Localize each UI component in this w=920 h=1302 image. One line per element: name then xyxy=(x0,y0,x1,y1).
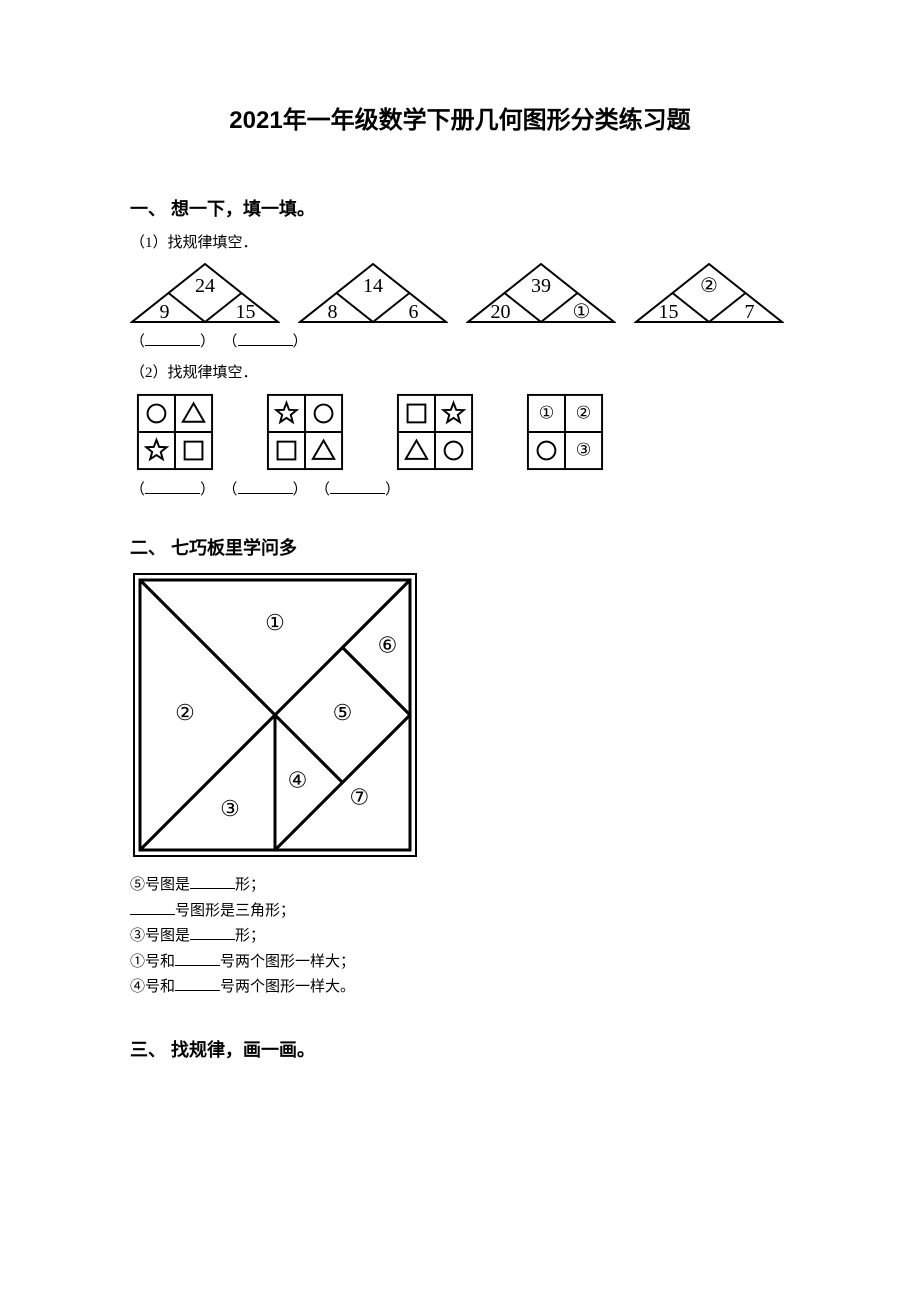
grid-fig-4: ① ② ③ xyxy=(520,392,610,472)
page-title: 2021年一年级数学下册几何图形分类练习题 xyxy=(130,100,790,135)
grid-fig-2 xyxy=(260,392,350,472)
triangle-fig-1: 24 9 15 xyxy=(130,262,280,324)
tangram-figure: ① ② ③ ④ ⑤ ⑥ ⑦ xyxy=(130,570,790,865)
grid-fig-3 xyxy=(390,392,480,472)
tangram-q2: 号图形是三角形； xyxy=(130,899,790,925)
q2-blanks: （） （） （） xyxy=(130,478,790,499)
q1-label: （1）找规律填空． xyxy=(130,231,790,252)
svg-text:6: 6 xyxy=(409,301,419,323)
svg-text:③: ③ xyxy=(576,440,592,460)
section-1-head: 一、 想一下，填一填。 xyxy=(130,195,790,221)
svg-text:15: 15 xyxy=(236,301,256,323)
grid-fig-1 xyxy=(130,392,220,472)
section-2-head: 二、 七巧板里学问多 xyxy=(130,534,790,560)
svg-text:④: ④ xyxy=(288,768,308,793)
svg-text:8: 8 xyxy=(328,301,338,323)
q1-blanks: （） （） xyxy=(130,330,790,351)
svg-text:⑦: ⑦ xyxy=(350,784,370,809)
svg-text:9: 9 xyxy=(160,301,170,323)
svg-text:39: 39 xyxy=(531,275,551,297)
triangle-fig-3: 39 20 ① xyxy=(466,262,616,324)
svg-text:②: ② xyxy=(175,700,195,725)
svg-text:20: 20 xyxy=(491,301,511,323)
svg-text:15: 15 xyxy=(659,301,679,323)
section-3-head: 三、 找规律，画一画。 xyxy=(130,1036,790,1062)
q2-label: （2）找规律填空． xyxy=(130,361,790,382)
svg-text:③: ③ xyxy=(220,796,240,821)
tangram-q1: ⑤号图是形； xyxy=(130,873,790,899)
tangram-q4: ①号和号两个图形一样大； xyxy=(130,950,790,976)
svg-text:②: ② xyxy=(576,402,592,422)
triangle-row: 24 9 15 14 8 6 39 20 ① ② 15 7 xyxy=(130,262,790,324)
svg-text:14: 14 xyxy=(363,275,383,297)
triangle-fig-4: ② 15 7 xyxy=(634,262,784,324)
svg-text:①: ① xyxy=(265,610,285,635)
svg-text:24: 24 xyxy=(195,275,215,297)
tangram-q5: ④号和号两个图形一样大。 xyxy=(130,975,790,1001)
svg-text:①: ① xyxy=(539,402,555,422)
svg-text:7: 7 xyxy=(745,301,755,323)
triangle-fig-2: 14 8 6 xyxy=(298,262,448,324)
svg-text:①: ① xyxy=(573,301,591,323)
svg-text:②: ② xyxy=(700,275,718,297)
svg-text:⑥: ⑥ xyxy=(378,633,398,658)
svg-text:⑤: ⑤ xyxy=(333,700,353,725)
grid-row: ① ② ③ xyxy=(130,392,790,472)
tangram-q3: ③号图是形； xyxy=(130,924,790,950)
tangram-svg: ① ② ③ ④ ⑤ ⑥ ⑦ xyxy=(130,570,420,860)
